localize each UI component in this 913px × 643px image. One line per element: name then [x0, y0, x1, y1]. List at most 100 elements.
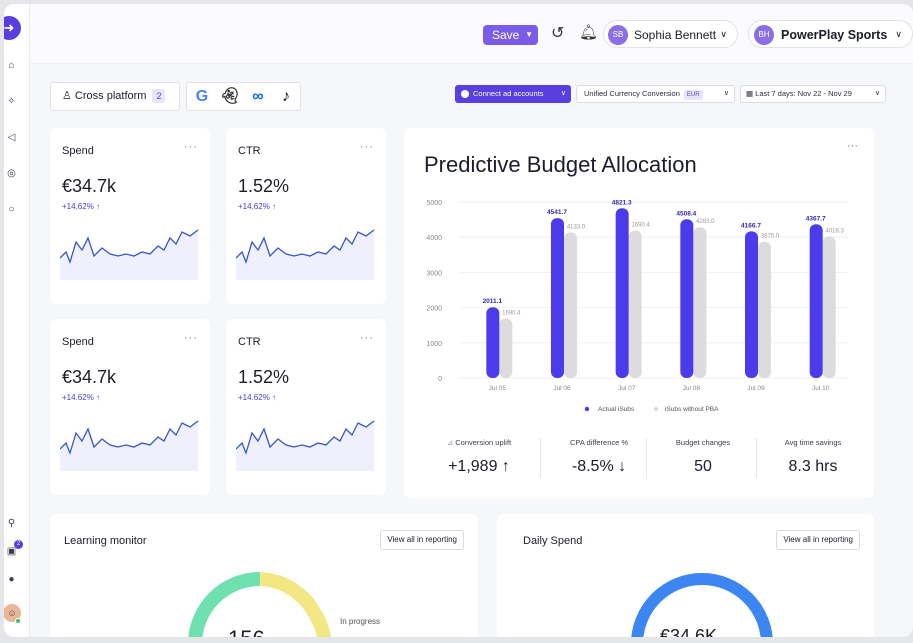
kpi-value: 50: [694, 458, 712, 475]
spend-value: €34.6K: [660, 626, 718, 637]
view-all-button[interactable]: View all in reporting: [776, 530, 860, 550]
chevron-down-icon: ∨: [560, 90, 566, 97]
y-tick-label: 3000: [426, 270, 442, 277]
logo-icon[interactable]: ➜: [4, 16, 21, 40]
metric-card[interactable]: Spend ··· €34.7k +14.62% ↑: [50, 319, 210, 495]
x-tick-label: Jul 05: [489, 385, 507, 392]
chevron-down-icon: ∨: [874, 90, 880, 97]
data-label: 4508.4: [676, 210, 696, 217]
more-icon[interactable]: ···: [184, 332, 198, 344]
sparkle-icon[interactable]: ✧: [7, 96, 16, 107]
currency-code: EUR: [683, 90, 703, 100]
meta-icon[interactable]: ∞: [252, 88, 264, 105]
history-icon[interactable]: ↺: [551, 25, 565, 42]
inbox-icon[interactable]: ▣: [6, 546, 17, 557]
data-label: 4018.3: [825, 229, 844, 235]
x-tick-label: Jul 08: [683, 385, 701, 392]
learning-monitor-card: Learning monitor View all in reporting I…: [50, 514, 478, 637]
spend-donut: [631, 573, 773, 637]
data-label: 4541.7: [547, 209, 567, 216]
avatar[interactable]: ☺: [4, 604, 21, 622]
daily-spend-card: Daily Spend View all in reporting €34.6K: [497, 514, 874, 637]
kpi-label: Budget changes: [675, 438, 731, 447]
search-icon[interactable]: ⚲: [7, 518, 16, 529]
org-menu[interactable]: BH PowerPlay Sports ∨: [748, 20, 913, 48]
kpi-value: +1,989 ↑: [448, 458, 510, 475]
inbox-badge: 2: [14, 540, 23, 549]
tiktok-icon[interactable]: ♪: [282, 88, 290, 105]
metric-label: Spend: [62, 145, 94, 157]
y-tick-label: 5000: [426, 200, 442, 207]
date-range-dropdown[interactable]: ▦ Last 7 days: Nov 22 - Nov 29 ∨: [740, 85, 886, 103]
more-icon[interactable]: ···: [360, 332, 374, 344]
data-label: 4367.7: [806, 215, 826, 222]
snapchat-icon[interactable]: 👻︎: [219, 88, 241, 105]
chart-title: Predictive Budget Allocation: [424, 152, 697, 177]
kpi-label: Avg time savings: [784, 438, 842, 447]
more-icon[interactable]: ···: [360, 141, 374, 153]
bar-actual: [615, 208, 629, 378]
lightbulb-icon[interactable]: ○: [8, 204, 15, 215]
cross-platform-count: 2: [152, 89, 166, 103]
metric-card[interactable]: CTR ··· 1.52% +14.62% ↑: [226, 319, 386, 495]
y-tick-label: 2000: [426, 306, 442, 313]
bar-actual: [680, 219, 694, 378]
more-icon[interactable]: ···: [847, 140, 858, 152]
sparkline-line: [236, 229, 375, 264]
metric-value: 1.52%: [238, 176, 290, 196]
user-avatar: SB: [608, 25, 628, 45]
metric-card[interactable]: Spend ··· €34.7k +14.62% ↑: [50, 128, 210, 304]
divider: [756, 438, 757, 478]
metric-change: +14.62% ↑: [238, 202, 277, 211]
more-icon[interactable]: ···: [184, 141, 198, 153]
metric-change: +14.62% ↑: [238, 393, 277, 402]
user-menu[interactable]: SB Sophia Bennett ∨: [603, 20, 738, 48]
save-button[interactable]: Save ▼: [483, 25, 538, 45]
data-label: 4821.3: [612, 199, 632, 206]
budget-allocation-card: Predictive Budget Allocation ··· 0 1000 20…: [404, 128, 874, 498]
metric-label: CTR: [238, 336, 261, 348]
connect-ad-accounts-button[interactable]: Connect ad accounts ∨: [455, 85, 571, 103]
google-icon[interactable]: G: [195, 88, 209, 105]
x-tick-label: Jul 10: [812, 385, 830, 392]
bar-chart: 0 1000 2000 3000 4000 5000 2011.1 1690.4 Jul 05 4…: [426, 199, 848, 413]
divider: [646, 438, 647, 478]
view-all-button[interactable]: View all in reporting: [380, 530, 464, 550]
metric-change: +14.62% ↑: [62, 202, 101, 211]
palette-icon[interactable]: ◎: [7, 168, 16, 179]
sparkline: [236, 229, 375, 280]
bar-without-pba: [822, 236, 836, 378]
kpi-value: -8.5% ↓: [571, 458, 627, 475]
user-name: Sophia Bennett: [634, 28, 717, 42]
metric-value: 1.52%: [238, 367, 290, 387]
data-label: 1690.4: [631, 222, 650, 228]
y-tick-label: 0: [438, 376, 442, 383]
currency-dropdown[interactable]: Unified Currency Conversion EUR ∨: [576, 85, 735, 103]
y-tick-label: 4000: [426, 235, 442, 242]
sparkline: [236, 420, 375, 471]
data-label: 4133.0: [567, 225, 586, 231]
metric-card[interactable]: CTR ··· 1.52% +14.62% ↑: [226, 128, 386, 304]
divider: [540, 438, 541, 478]
kpi-label: CPA difference %: [569, 438, 629, 447]
help-icon[interactable]: ●: [8, 574, 15, 585]
legend-swatch: [653, 406, 659, 412]
chevron-down-icon: ∨: [723, 90, 729, 97]
bar-without-pba: [628, 230, 642, 378]
home-icon[interactable]: ⌂: [8, 60, 15, 71]
megaphone-icon[interactable]: ◁: [7, 132, 16, 143]
y-tick-label: 1000: [426, 341, 442, 348]
card-title: Daily Spend: [523, 535, 583, 547]
chevron-down-icon: ▼: [525, 30, 533, 39]
bar-actual: [745, 231, 758, 378]
kpi-budget-changes: Budget changes 50: [648, 434, 758, 484]
progress-status: In progress: [340, 617, 381, 626]
progress-donut: [188, 572, 332, 637]
metric-value: €34.7k: [62, 176, 117, 196]
top-bar: Save ▼ ↺ 🔔︎ SB Sophia Bennett ∨ BH Power…: [30, 4, 913, 64]
cross-platform-filter[interactable]: ♙ Cross platform 2: [50, 82, 180, 111]
people-icon: ♙: [62, 90, 75, 102]
online-status-icon: [15, 618, 21, 624]
bell-icon[interactable]: 🔔︎: [579, 24, 599, 41]
kpi-conversion-uplift: ⊿ Conversion uplift +1,989 ↑: [424, 434, 534, 484]
